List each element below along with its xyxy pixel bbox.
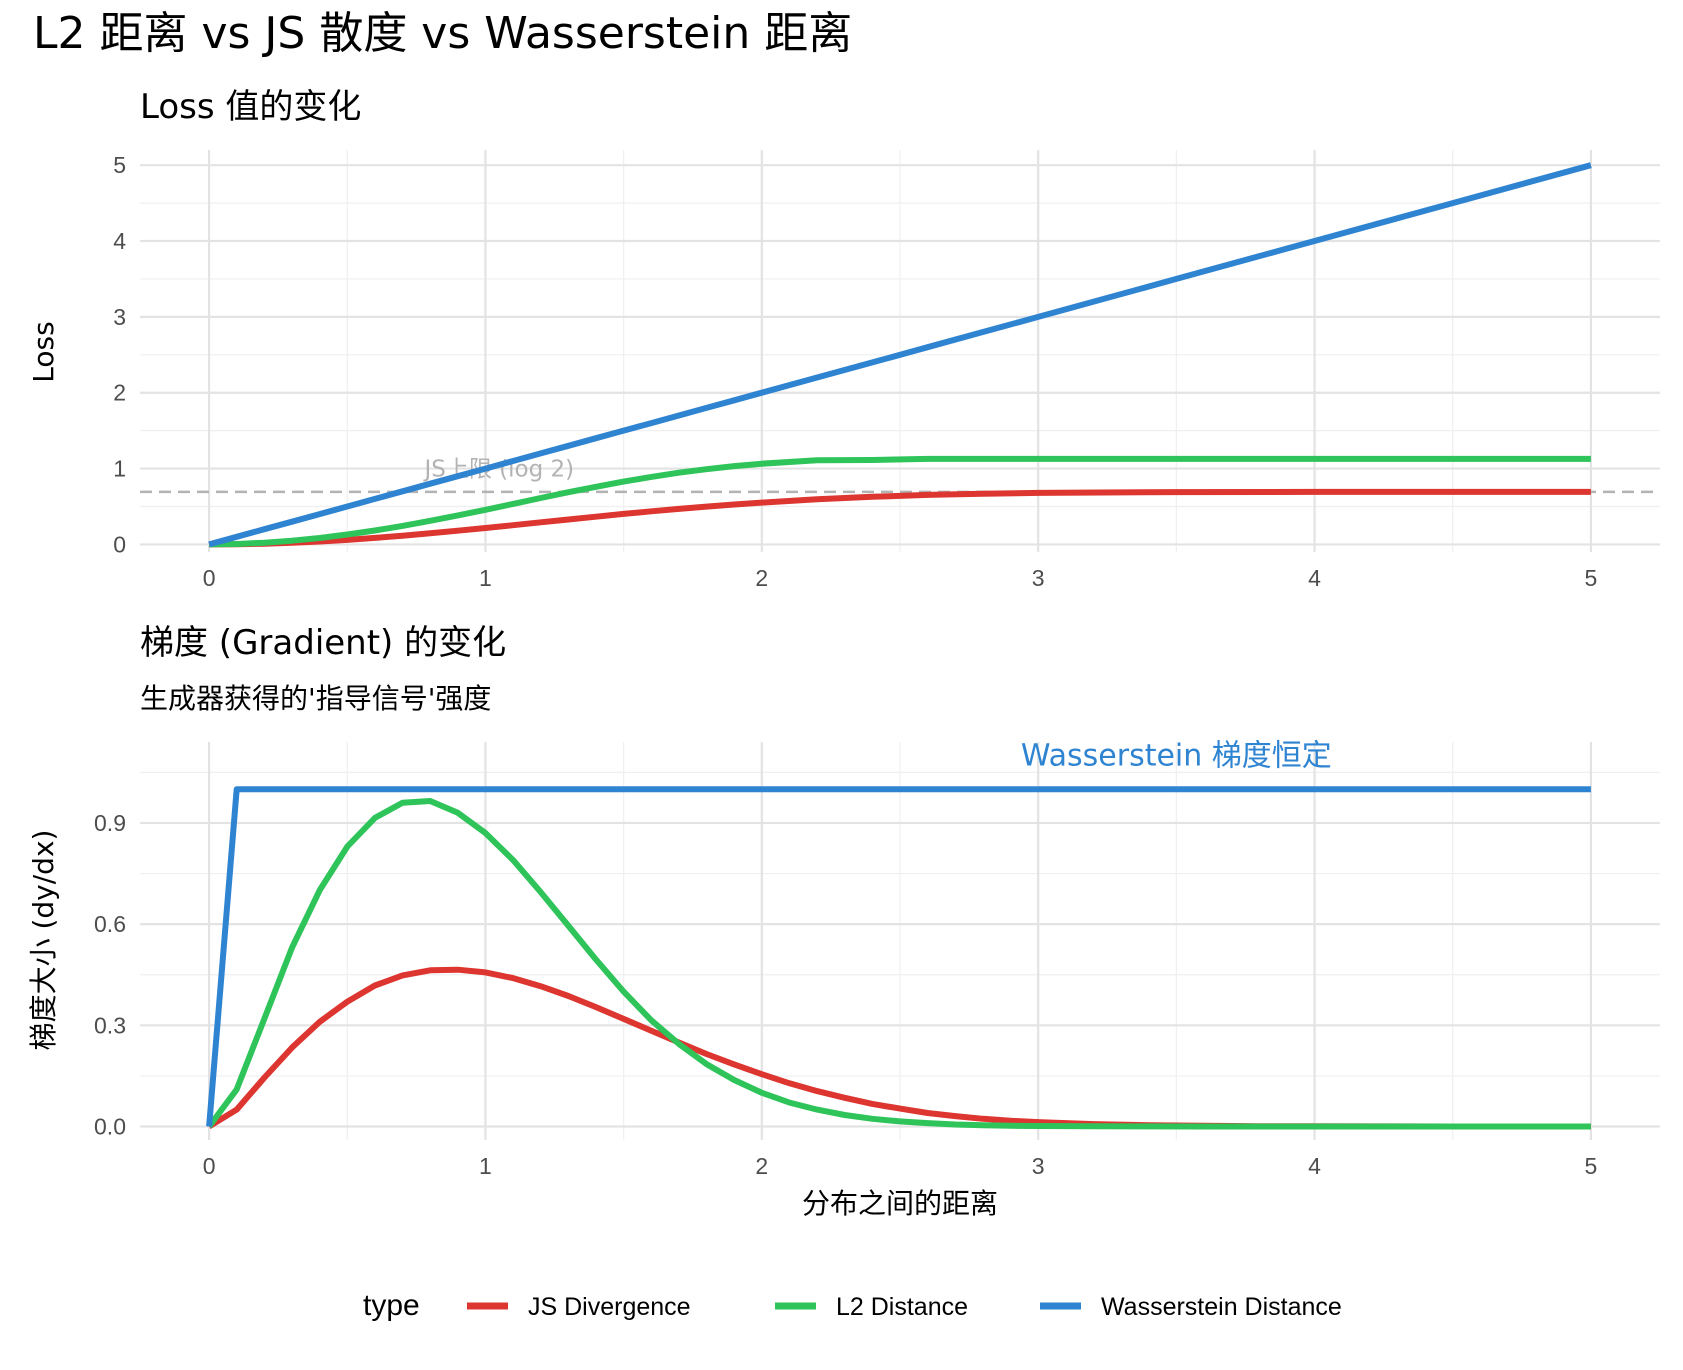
loss-series <box>208 162 1592 548</box>
gradient-annotation-group: Wasserstein 梯度恒定 <box>1021 738 1332 773</box>
gradient-y-tick-label: 0.6 <box>94 911 126 937</box>
loss-y-tick-label: 4 <box>113 228 126 254</box>
legend: type JS Divergence L2 Distance Wasserste… <box>363 1289 1342 1322</box>
legend-label-l2: L2 Distance <box>836 1293 968 1321</box>
loss-x-tick-label: 5 <box>1585 565 1598 591</box>
loss-panel-subtitle: Loss 值的变化 <box>140 87 361 127</box>
loss-x-tick-label: 4 <box>1308 565 1321 591</box>
gradient-panel-caption: 生成器获得的'指导信号'强度 <box>140 682 491 715</box>
wasserstein-gradient-annotation: Wasserstein 梯度恒定 <box>1021 738 1332 773</box>
legend-label-js: JS Divergence <box>528 1293 691 1321</box>
legend-title: type <box>363 1289 420 1322</box>
loss-y-ticks: 0 1 2 3 4 5 <box>113 152 126 557</box>
gradient-x-axis-title: 分布之间的距离 <box>802 1187 998 1220</box>
loss-y-axis-title: Loss <box>27 321 60 382</box>
gradient-y-tick-label: 0.0 <box>94 1114 126 1140</box>
loss-x-tick-label: 0 <box>203 565 216 591</box>
loss-line-l2-distance <box>209 455 1591 548</box>
loss-y-tick-label: 3 <box>113 304 126 330</box>
loss-grid <box>140 150 1660 552</box>
gradient-x-tick-label: 4 <box>1308 1153 1321 1179</box>
legend-label-wasserstein: Wasserstein Distance <box>1101 1293 1342 1321</box>
gradient-x-tick-label: 5 <box>1585 1153 1598 1179</box>
gradient-y-tick-label: 0.3 <box>94 1012 126 1038</box>
gradient-grid <box>140 742 1660 1140</box>
gradient-x-tick-label: 2 <box>755 1153 768 1179</box>
loss-x-tick-label: 2 <box>755 565 768 591</box>
figure-title: L2 距离 vs JS 散度 vs Wasserstein 距离 <box>33 8 852 59</box>
loss-y-tick-label: 1 <box>113 456 126 482</box>
loss-y-tick-label: 5 <box>113 152 126 178</box>
gradient-x-tick-label: 0 <box>203 1153 216 1179</box>
loss-x-ticks: 0 1 2 3 4 5 <box>203 565 1598 591</box>
gradient-x-tick-label: 1 <box>479 1153 492 1179</box>
gradient-x-ticks: 0 1 2 3 4 5 <box>203 1153 1598 1179</box>
gradient-line-wasserstein-distance <box>206 786 1591 1127</box>
loss-y-tick-label: 0 <box>113 531 126 557</box>
loss-x-tick-label: 1 <box>479 565 492 591</box>
loss-y-tick-label: 2 <box>113 380 126 406</box>
gradient-y-ticks: 0.0 0.3 0.6 0.9 <box>94 810 126 1140</box>
gradient-panel: 梯度 (Gradient) 的变化 生成器获得的'指导信号'强度 Wassers… <box>27 623 1660 1220</box>
gradient-line-l2-distance <box>206 798 1591 1130</box>
gradient-y-axis-title: 梯度大小 (dy/dx) <box>27 830 60 1051</box>
gradient-panel-subtitle: 梯度 (Gradient) 的变化 <box>140 623 506 663</box>
gradient-series <box>206 786 1591 1130</box>
loss-line-wasserstein-distance <box>208 162 1592 548</box>
gradient-x-tick-label: 3 <box>1032 1153 1045 1179</box>
loss-x-tick-label: 3 <box>1032 565 1045 591</box>
loss-line-js-divergence <box>209 488 1591 548</box>
gradient-y-tick-label: 0.9 <box>94 810 126 836</box>
